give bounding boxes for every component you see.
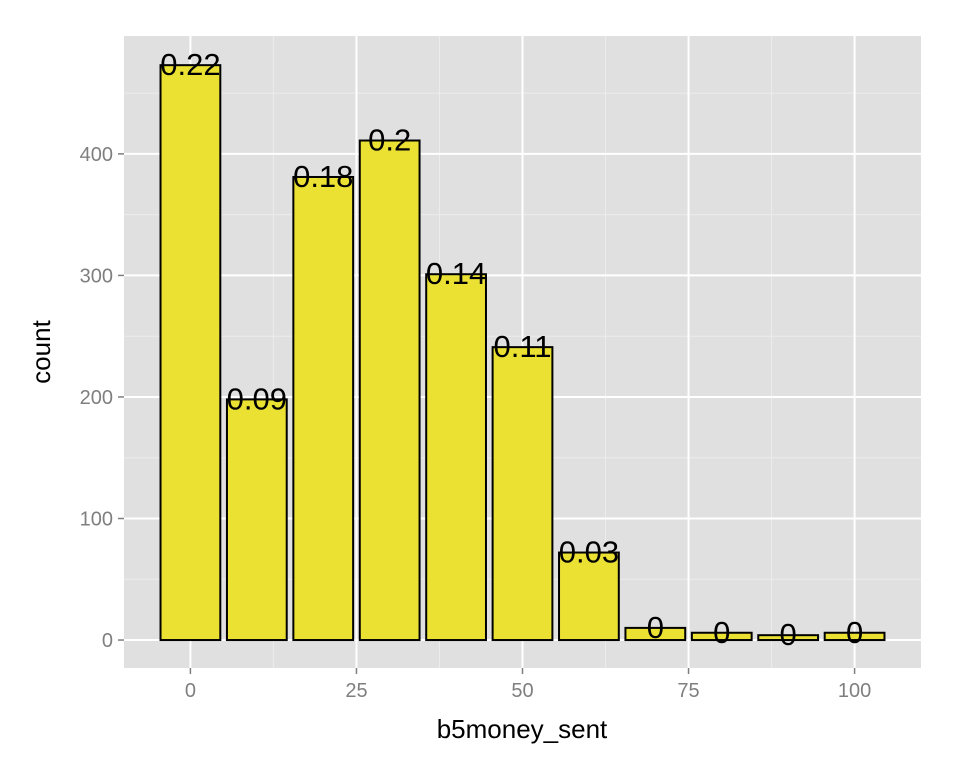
data-label: 0 — [713, 615, 730, 650]
bar — [823, 631, 886, 642]
data-label: 0.22 — [160, 47, 220, 82]
bar — [558, 551, 620, 642]
y-tick-label: 100 — [80, 509, 113, 531]
x-axis-title: b5money_sent — [437, 714, 608, 744]
x-tick-label: 75 — [677, 680, 699, 702]
x-tick-label: 100 — [838, 680, 871, 702]
data-label: 0.2 — [368, 123, 411, 158]
data-label: 0.09 — [227, 381, 287, 416]
x-tick-label: 0 — [185, 680, 196, 702]
bar — [491, 346, 554, 642]
x-axis: 0 25 50 75 100 — [185, 668, 871, 702]
bars — [159, 64, 886, 642]
bar — [425, 273, 487, 642]
y-axis-title: count — [26, 319, 56, 383]
data-label: 0 — [846, 615, 863, 650]
data-label: 0.11 — [493, 329, 551, 364]
y-tick-label: 0 — [102, 630, 113, 652]
x-tick-label: 50 — [511, 680, 533, 702]
bar — [159, 64, 222, 642]
bar — [690, 631, 753, 642]
y-tick-label: 200 — [80, 387, 113, 409]
data-label: 0.18 — [293, 159, 353, 194]
y-tick-label: 400 — [80, 144, 113, 166]
data-label: 0.14 — [426, 256, 486, 291]
data-label: 0 — [780, 617, 797, 652]
x-tick-label: 25 — [345, 680, 367, 702]
data-labels: 0.22 0.09 0.18 0.2 0.14 0.11 0.03 0 0 0 0 — [160, 47, 863, 652]
data-label: 0.03 — [559, 535, 619, 570]
y-tick-label: 300 — [80, 265, 113, 287]
data-label: 0 — [647, 610, 664, 645]
bar — [292, 175, 355, 642]
bar — [358, 139, 421, 642]
bar — [225, 398, 288, 642]
y-axis: 0 100 200 300 400 — [80, 144, 124, 652]
bar — [624, 626, 687, 642]
bar — [757, 634, 820, 642]
